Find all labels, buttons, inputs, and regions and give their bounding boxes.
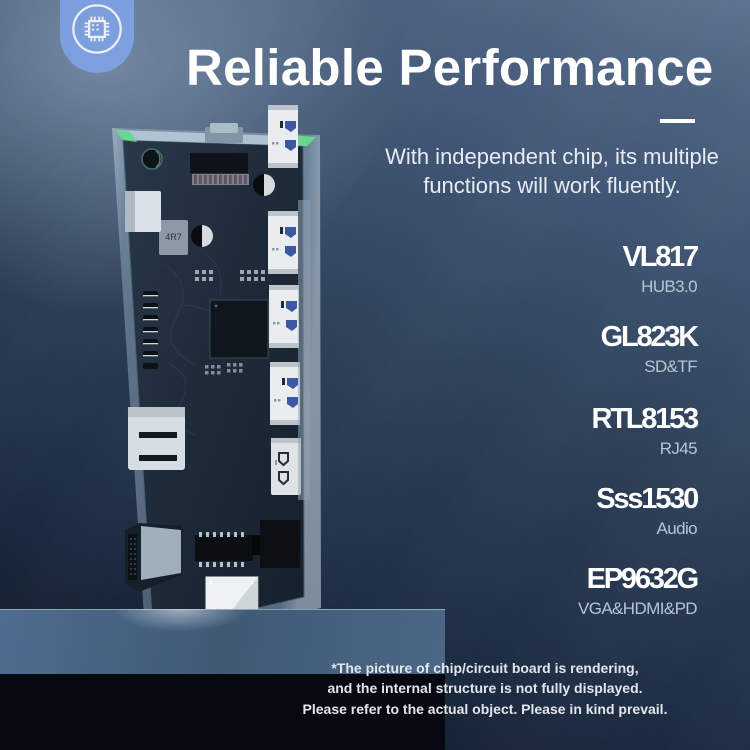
svg-text:4R7: 4R7 (165, 232, 182, 242)
